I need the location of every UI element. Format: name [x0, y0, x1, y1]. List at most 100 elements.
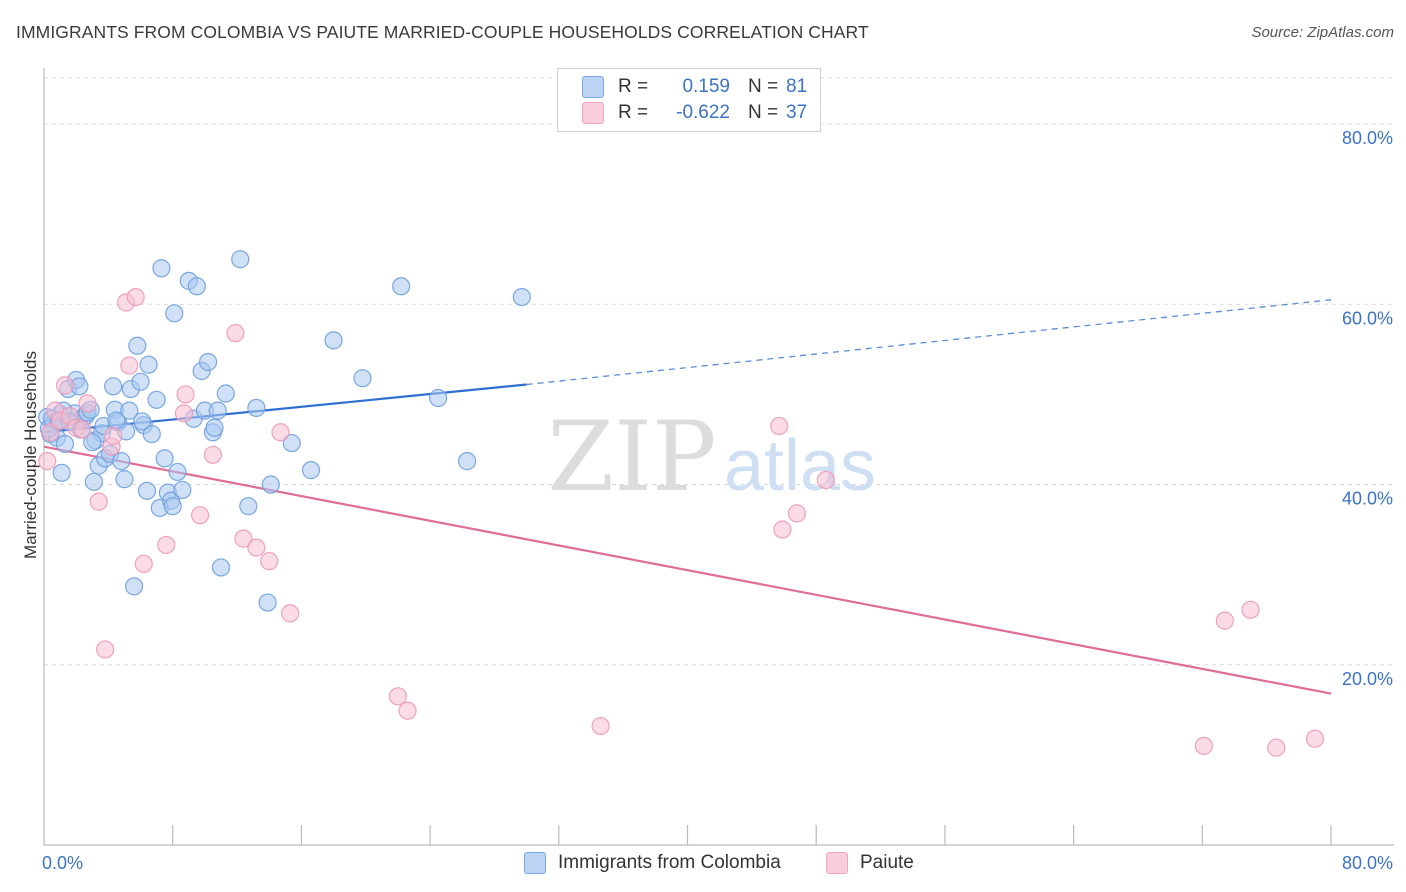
colombia-point [112, 452, 131, 471]
paiute-point [816, 470, 835, 490]
colombia-point [247, 398, 266, 418]
y-axis-label: Married-couple Households [21, 351, 40, 559]
paiute-point [247, 538, 266, 557]
paiute-point [203, 445, 223, 464]
paiute-point [96, 640, 115, 659]
colombia-point [324, 331, 343, 350]
colombia-point [163, 497, 182, 516]
y-tick-label: 20.0% [1342, 669, 1393, 689]
watermark-atlas: atlas [724, 426, 876, 506]
colombia-point [458, 452, 477, 471]
paiute-point [126, 287, 145, 307]
paiute-point [41, 423, 60, 442]
paiute-point [1215, 611, 1234, 630]
colombia-point [128, 336, 147, 355]
paiute-legend-swatch [826, 852, 848, 874]
paiute-point [174, 404, 194, 423]
n-value: 81 [786, 76, 808, 97]
paiute-point [234, 529, 253, 548]
colombia-point [216, 384, 235, 403]
paiute-trend-line [43, 445, 1332, 695]
paiute-point [398, 701, 417, 720]
colombia-point [205, 418, 224, 437]
colombia-point [301, 461, 321, 480]
r-value: -0.622 [676, 102, 730, 123]
colombia-point [84, 472, 103, 491]
paiute-point [89, 492, 108, 511]
legend-item-colombia: Immigrants from Colombia [524, 852, 781, 874]
data-points [38, 250, 1325, 757]
paiute-legend-label: Paiute [860, 852, 914, 873]
paiute-swatch [582, 102, 604, 124]
colombia-point [211, 558, 231, 577]
paiute-point [104, 426, 123, 445]
watermark-zip: ZIP [547, 401, 716, 513]
colombia-point [155, 449, 174, 468]
x-tick-label-min: 0.0% [42, 853, 83, 873]
colombia-point [131, 372, 150, 391]
n-label: N = [748, 102, 779, 123]
colombia-trend-extension [526, 299, 1332, 386]
colombia-swatch [582, 76, 604, 98]
y-tick-label: 40.0% [1342, 489, 1393, 509]
colombia-point [83, 433, 102, 452]
paiute-point [55, 376, 75, 395]
legend-item-paiute: Paiute [826, 852, 914, 874]
colombia-point [120, 401, 139, 420]
axes [43, 68, 1394, 846]
legend-row-paiute: R = -0.622 N = 37 [582, 101, 807, 125]
colombia-point [261, 475, 280, 494]
r-label: R = [618, 102, 649, 123]
paiute-point [271, 423, 290, 442]
colombia-point [173, 480, 192, 500]
paiute-point [176, 385, 195, 404]
n-value: 37 [786, 102, 808, 123]
colombia-point [104, 377, 123, 396]
colombia-point [133, 412, 152, 431]
paiute-point [120, 356, 139, 375]
colombia-point [429, 388, 448, 408]
paiute-point [591, 716, 610, 736]
colombia-point [198, 352, 218, 372]
colombia-point [231, 250, 250, 269]
r-label: R = [618, 76, 649, 97]
correlation-legend: R = 0.159 N = 81 R = -0.622 N = 37 [557, 68, 821, 132]
series-legend: Immigrants from Colombia Paiute [0, 852, 1406, 878]
r-value: 0.159 [682, 76, 730, 97]
paiute-point [787, 504, 806, 523]
colombia-point [124, 577, 144, 596]
paiute-point [157, 535, 176, 555]
paiute-point [773, 520, 792, 539]
paiute-point [388, 687, 408, 706]
paiute-point [78, 394, 97, 413]
colombia-point [107, 411, 126, 430]
colombia-point [392, 277, 411, 296]
n-label: N = [748, 76, 779, 97]
paiute-point [1267, 738, 1286, 757]
chart-title: IMMIGRANTS FROM COLOMBIA VS PAIUTE MARRI… [16, 22, 869, 42]
x-tick-label-max: 80.0% [1342, 853, 1393, 873]
colombia-legend-label: Immigrants from Colombia [558, 852, 781, 873]
colombia-point [258, 593, 277, 612]
paiute-point [770, 416, 789, 436]
paiute-point [38, 452, 57, 471]
colombia-point [239, 497, 258, 516]
colombia-point [55, 434, 75, 454]
paiute-point [1194, 736, 1214, 755]
y-tick-label: 60.0% [1342, 308, 1393, 328]
colombia-point [147, 390, 166, 409]
colombia-point [115, 470, 134, 489]
colombia-point [52, 463, 71, 482]
paiute-point [226, 324, 245, 343]
colombia-point [187, 277, 206, 296]
paiute-point [281, 604, 300, 623]
colombia-legend-swatch [524, 852, 546, 874]
watermark: ZIP atlas [547, 401, 876, 513]
legend-row-colombia: R = 0.159 N = 81 [582, 75, 807, 99]
y-tick-label: 80.0% [1342, 128, 1393, 148]
colombia-point [282, 433, 301, 453]
colombia-point [168, 462, 187, 482]
paiute-point [260, 552, 279, 571]
paiute-point [134, 554, 153, 573]
